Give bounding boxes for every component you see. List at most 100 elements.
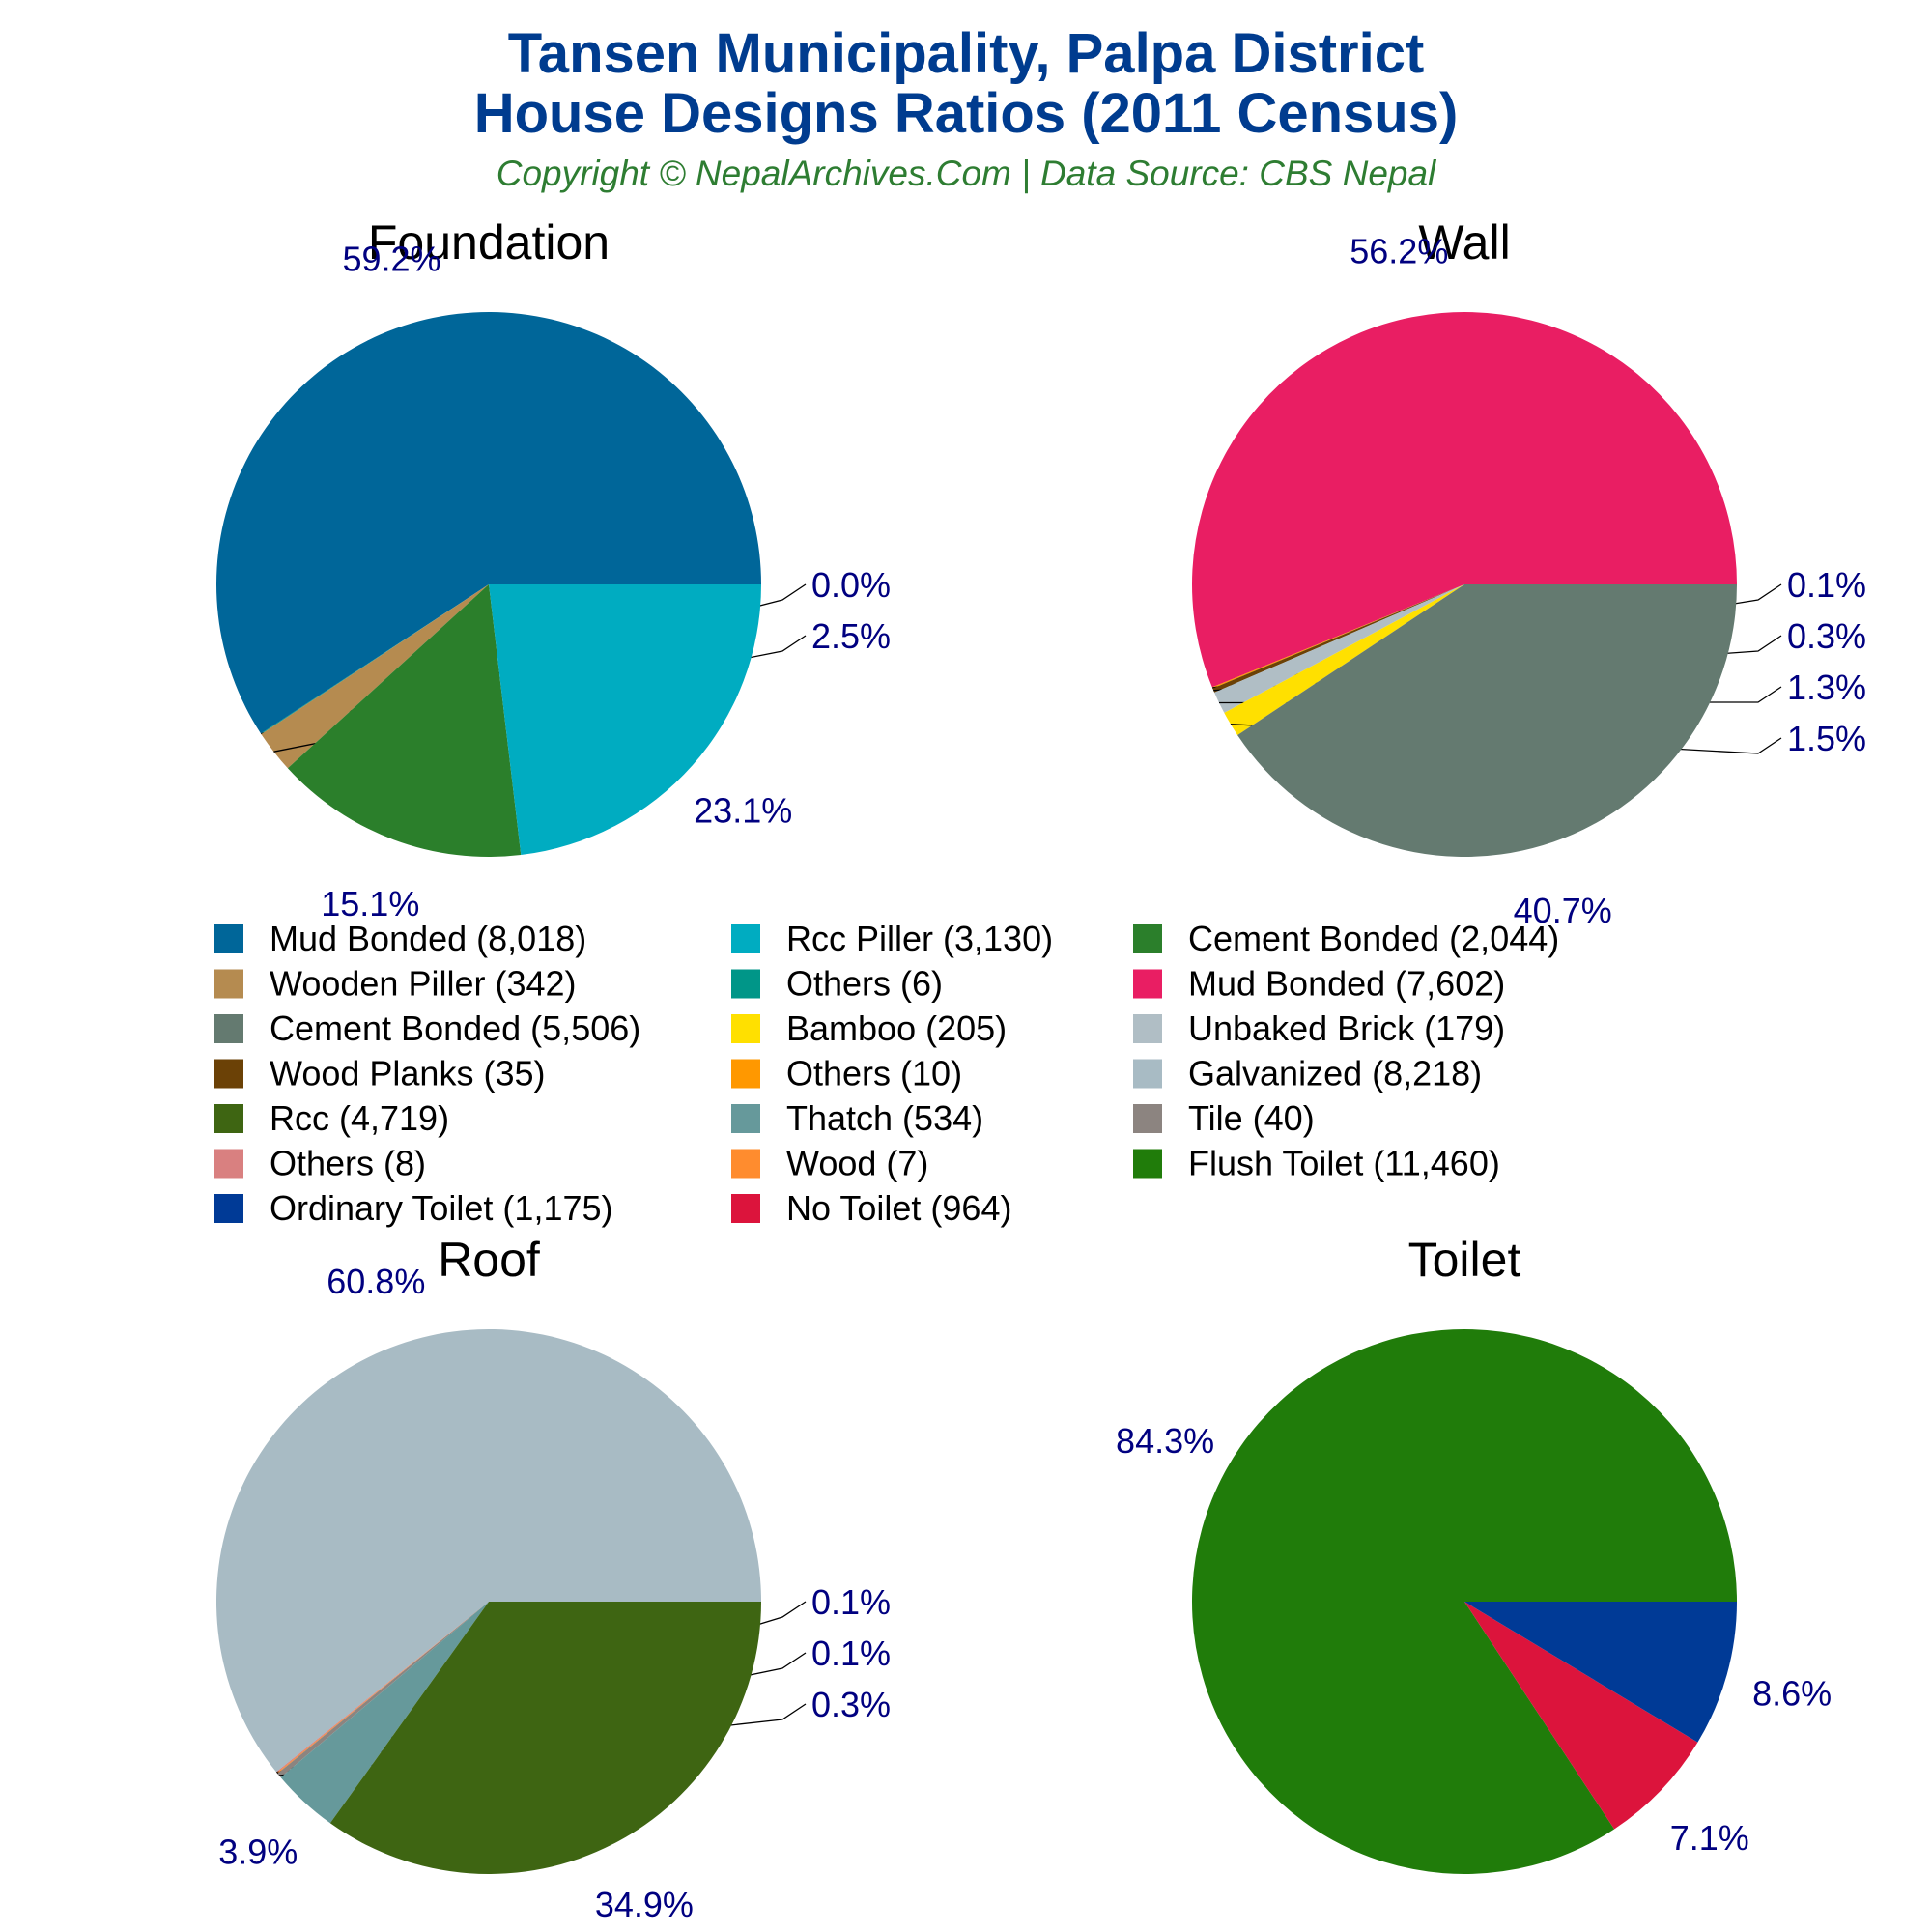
slice-roof-thatch [280, 1602, 489, 1824]
legend-item-no-toilet-964: No Toilet (964) [731, 1188, 1011, 1228]
pct-label-foundation-others: 0.0% [811, 565, 891, 605]
legend-swatch [1133, 924, 1162, 953]
slice-wall-wood-planks [1212, 584, 1464, 693]
pct-label-wall-wood-planks: 0.3% [1787, 616, 1866, 656]
pct-label-wall-mud-bonded: 56.2% [1350, 232, 1448, 271]
legend-item-rcc-piller-3-130: Rcc Piller (3,130) [731, 919, 1053, 958]
chart-title-roof: Roof [438, 1233, 540, 1287]
chart-title-foundation: Foundation [368, 215, 610, 270]
slice-roof-galvanized [215, 1329, 761, 1773]
chart-title-wall: Wall [1418, 215, 1510, 270]
legend-label: Cement Bonded (5,506) [270, 1009, 640, 1048]
legend-item-mud-bonded-8-018: Mud Bonded (8,018) [214, 919, 586, 958]
legend-item-flush-toilet-11-460: Flush Toilet (11,460) [1133, 1144, 1500, 1183]
legend-swatch [731, 1104, 760, 1133]
pct-label-roof-galvanized: 60.8% [327, 1262, 425, 1301]
slice-toilet-no-toilet [1464, 1602, 1698, 1830]
legend-label: Mud Bonded (7,602) [1188, 964, 1505, 1004]
pct-label-roof-thatch: 3.9% [218, 1833, 298, 1872]
pct-label-wall-others: 0.1% [1787, 565, 1866, 605]
legend-swatch [214, 1104, 243, 1133]
subtitle: Copyright © NepalArchives.Com | Data Sou… [497, 154, 1437, 193]
slice-wall-bamboo [1224, 584, 1464, 735]
pct-label-roof-tile: 0.3% [811, 1685, 891, 1724]
legend-label: Ordinary Toilet (1,175) [270, 1188, 613, 1228]
legend-label: Others (10) [786, 1054, 962, 1094]
legend-swatch [214, 969, 243, 999]
legend-swatch [214, 1014, 243, 1043]
legend-item-others-10: Others (10) [731, 1054, 962, 1094]
slice-wall-others [1211, 584, 1464, 689]
legend-swatch [731, 1194, 760, 1223]
pct-label-foundation-rcc-piller: 23.1% [694, 791, 792, 831]
legend-item-others-6: Others (6) [731, 964, 943, 1004]
legend-item-ordinary-toilet-1-175: Ordinary Toilet (1,175) [214, 1188, 613, 1228]
legend-item-wooden-piller-342: Wooden Piller (342) [214, 964, 577, 1004]
legend-item-unbaked-brick-179: Unbaked Brick (179) [1133, 1009, 1505, 1048]
legend-label: Others (8) [270, 1144, 426, 1183]
legend-item-galvanized-8-218: Galvanized (8,218) [1133, 1054, 1482, 1094]
slice-roof-tile [277, 1602, 489, 1777]
pct-label-toilet-no-toilet: 7.1% [1670, 1818, 1749, 1858]
legend-swatch [731, 924, 760, 953]
legend-swatch [214, 1149, 243, 1179]
legend-label: Bamboo (205) [786, 1009, 1007, 1048]
legend-swatch [731, 969, 760, 999]
slice-wall-cement-bonded [1237, 584, 1737, 857]
legend-label: Flush Toilet (11,460) [1188, 1144, 1500, 1183]
title-line-1: Tansen Municipality, Palpa District [508, 22, 1425, 85]
legend-item-tile-40: Tile (40) [1133, 1098, 1315, 1138]
legend-item-cement-bonded-5-506: Cement Bonded (5,506) [214, 1009, 640, 1048]
slice-wall-mud-bonded [1191, 312, 1737, 688]
pct-label-wall-unbaked-brick: 1.3% [1787, 668, 1866, 707]
pct-label-roof-rcc: 34.9% [595, 1885, 694, 1924]
chart-title-toilet: Toilet [1408, 1233, 1521, 1287]
pct-label-toilet-flush-toilet: 84.3% [1116, 1421, 1214, 1461]
legend-swatch [731, 1014, 760, 1043]
legend-label: Others (6) [786, 964, 943, 1004]
legend-swatch [214, 1059, 243, 1089]
legend-label: Tile (40) [1188, 1098, 1315, 1138]
legend-swatch [731, 1059, 760, 1089]
slice-wall-unbaked-brick [1214, 584, 1464, 713]
pct-label-toilet-ordinary-toilet: 8.6% [1752, 1673, 1832, 1713]
slice-foundation-wooden-piller [261, 584, 489, 769]
pie-chart-toilet: Toilet 84.3% 7.1% 8.6% [1116, 1233, 1832, 1874]
legend-swatch [214, 1194, 243, 1223]
slice-foundation-mud-bonded [215, 312, 762, 734]
pct-label-foundation-wooden-piller: 2.5% [811, 616, 891, 656]
legend-label: Cement Bonded (2,044) [1188, 919, 1559, 958]
slice-roof-rcc [329, 1602, 761, 1874]
legend: Mud Bonded (8,018) Rcc Piller (3,130) Ceme… [214, 919, 1559, 1228]
legend-label: Wood Planks (35) [270, 1054, 545, 1094]
slice-roof-wood [276, 1602, 489, 1774]
title-line-2: House Designs Ratios (2011 Census) [474, 82, 1459, 145]
pct-label-wall-cement-bonded: 40.7% [1514, 891, 1612, 930]
pct-label-roof-others: 0.1% [811, 1582, 891, 1622]
legend-swatch [1133, 1104, 1162, 1133]
pct-label-roof-wood: 0.1% [811, 1634, 891, 1673]
legend-swatch [214, 924, 243, 953]
slice-foundation-cement-bonded [287, 584, 522, 858]
slice-toilet-flush-toilet [1191, 1328, 1737, 1874]
legend-item-thatch-534: Thatch (534) [731, 1098, 983, 1138]
legend-label: Rcc (4,719) [270, 1098, 449, 1138]
legend-item-rcc-4-719: Rcc (4,719) [214, 1098, 449, 1138]
legend-item-cement-bonded-2-044: Cement Bonded (2,044) [1133, 919, 1559, 958]
legend-label: Wooden Piller (342) [270, 964, 577, 1004]
legend-item-bamboo-205: Bamboo (205) [731, 1009, 1007, 1048]
legend-label: Wood (7) [786, 1144, 928, 1183]
legend-swatch [1133, 969, 1162, 999]
slice-roof-others [276, 1602, 489, 1774]
legend-label: Galvanized (8,218) [1188, 1054, 1482, 1094]
pct-label-wall-bamboo: 1.5% [1787, 719, 1866, 758]
legend-swatch [1133, 1149, 1162, 1179]
legend-label: Rcc Piller (3,130) [786, 919, 1053, 958]
legend-label: Mud Bonded (8,018) [270, 919, 586, 958]
legend-item-mud-bonded-7-602: Mud Bonded (7,602) [1133, 964, 1505, 1004]
legend-label: Thatch (534) [786, 1098, 983, 1138]
